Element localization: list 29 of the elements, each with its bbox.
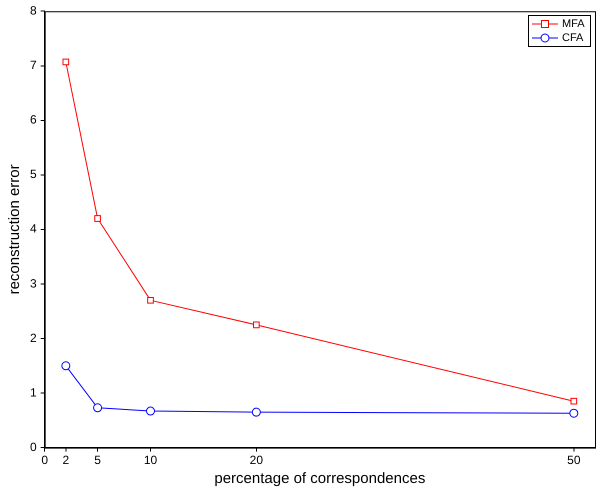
point: [94, 215, 101, 222]
x-tick-label: 0: [41, 453, 48, 468]
y-tick-label: 6: [30, 112, 37, 127]
y-tick-label: 8: [30, 4, 37, 18]
y-tick-label: 2: [30, 330, 37, 345]
x-tick-label: 2: [62, 453, 70, 468]
point: [147, 296, 154, 304]
y-tick-label: 4: [30, 222, 37, 236]
y-tick-label: 1: [30, 385, 37, 400]
x-axis-title: percentage of correspondences: [214, 470, 426, 488]
point: [252, 408, 261, 417]
y-tick-label: 0: [30, 440, 37, 454]
x-tick-label: 5: [94, 453, 102, 468]
y-tick-label: 3: [30, 276, 37, 290]
point: [61, 361, 70, 370]
x-tick-label: 10: [144, 453, 158, 468]
x-tick-label: 20: [250, 453, 264, 468]
point: [569, 408, 578, 418]
y-axis-title: reconstruction error: [6, 164, 24, 294]
legend-label: CFA: [562, 32, 584, 44]
point: [146, 406, 156, 416]
y-tick-label: 5: [30, 167, 37, 182]
point: [93, 403, 102, 412]
point: [570, 398, 578, 405]
point: [62, 58, 70, 66]
x-tick-label: 50: [567, 453, 581, 468]
legend-label: MFA: [562, 18, 585, 30]
y-tick-label: 7: [30, 58, 37, 72]
point: [253, 322, 260, 328]
